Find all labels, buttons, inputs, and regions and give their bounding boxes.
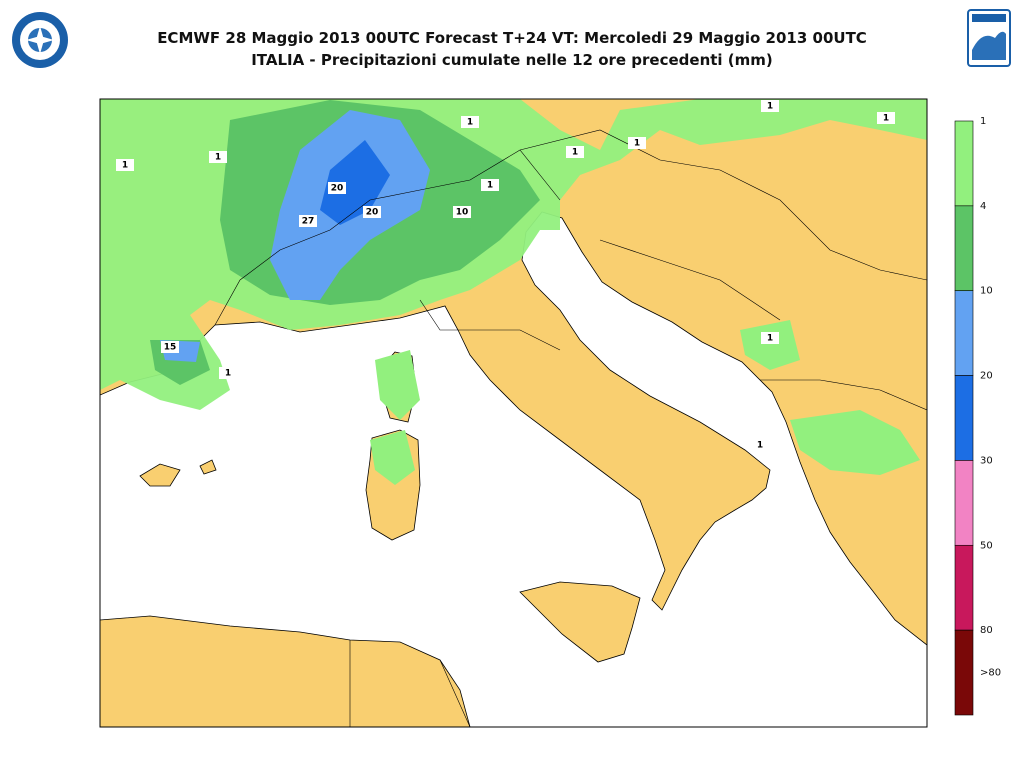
legend-label: 10 bbox=[980, 286, 993, 297]
contour-label: 1 bbox=[767, 102, 773, 112]
legend-label: 50 bbox=[980, 540, 993, 551]
contour-label-box bbox=[116, 159, 134, 171]
contour-label: 15 bbox=[164, 343, 177, 353]
contour-label: 10 bbox=[456, 208, 469, 218]
legend-swatch bbox=[954, 290, 974, 376]
legend-swatch bbox=[954, 375, 974, 461]
contour-label-box bbox=[481, 179, 499, 191]
sea bbox=[100, 211, 927, 727]
legend-swatch bbox=[954, 544, 974, 631]
legend-swatch bbox=[954, 120, 974, 207]
map bbox=[100, 99, 927, 727]
contour-label-box bbox=[161, 341, 179, 353]
contour-label: 1 bbox=[225, 369, 231, 379]
title-line-1: ECMWF 28 Maggio 2013 00UTC Forecast T+24… bbox=[157, 29, 867, 47]
contour-label-box bbox=[628, 137, 646, 149]
contour-label: 1 bbox=[467, 118, 473, 128]
balearic bbox=[139, 459, 217, 487]
contour-label-box bbox=[363, 206, 381, 218]
legend-label: >80 bbox=[980, 668, 1001, 679]
logo-right bbox=[967, 9, 1011, 67]
legend-label: 80 bbox=[980, 625, 993, 636]
contour-label: 1 bbox=[122, 161, 128, 171]
legend-label: 1 bbox=[980, 116, 986, 127]
contour-label: 1 bbox=[634, 139, 640, 149]
contour-label-box bbox=[761, 332, 779, 344]
title-line-2: ITALIA - Precipitazioni cumulate nelle 1… bbox=[251, 51, 773, 69]
contour-label: 1 bbox=[757, 441, 763, 451]
map-frame bbox=[99, 98, 928, 728]
contour-label-box bbox=[453, 206, 471, 218]
sicily bbox=[519, 581, 641, 663]
contour-label: 1 bbox=[487, 181, 493, 191]
contour-label: 20 bbox=[366, 208, 379, 218]
contour-labels: 1 1 1 20 27 20 10 15 1 1 1 1 1 1 1 1 bbox=[116, 100, 895, 451]
contour-label-box bbox=[299, 215, 317, 227]
legend-swatch bbox=[954, 629, 974, 716]
contour-label: 1 bbox=[883, 114, 889, 124]
precip-light-2 bbox=[370, 320, 920, 485]
legend-label: 20 bbox=[980, 371, 993, 382]
contour-label: 27 bbox=[302, 217, 315, 227]
contour-label-box bbox=[461, 116, 479, 128]
legend-swatch bbox=[954, 460, 974, 546]
legend-swatch bbox=[954, 205, 974, 292]
contour-label-box bbox=[761, 100, 779, 112]
contour-label-box bbox=[209, 151, 227, 163]
contour-label-box bbox=[877, 112, 895, 124]
legend: 1 4 10 20 30 50 80 >80 bbox=[954, 116, 1001, 716]
contour-label: 20 bbox=[331, 184, 344, 194]
contour-label-box bbox=[328, 182, 346, 194]
contour-label-box bbox=[566, 146, 584, 158]
legend-label: 30 bbox=[980, 455, 993, 466]
logo-left bbox=[12, 12, 68, 68]
contour-label-box bbox=[751, 439, 769, 451]
contour-label: 1 bbox=[572, 148, 578, 158]
legend-label: 4 bbox=[980, 201, 986, 212]
borders bbox=[214, 129, 927, 727]
precip-dark-blue bbox=[320, 140, 390, 225]
contour-label-box bbox=[219, 367, 237, 379]
contour-label: 1 bbox=[215, 153, 221, 163]
contour-label: 1 bbox=[767, 334, 773, 344]
